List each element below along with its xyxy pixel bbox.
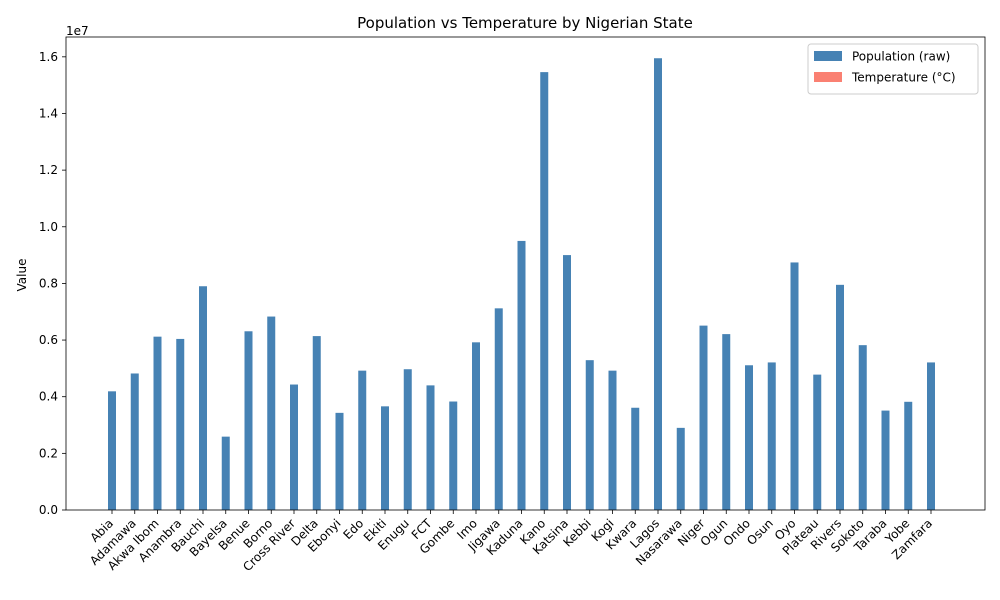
population-bar <box>836 284 844 510</box>
population-bar <box>699 325 708 510</box>
population-bar <box>244 331 253 510</box>
y-tick-label: 1.2 <box>39 163 58 177</box>
population-bar <box>608 370 617 510</box>
population-bar <box>312 336 321 510</box>
y-axis-label: Value <box>15 259 29 292</box>
legend-box <box>807 43 979 95</box>
population-bar <box>540 72 549 510</box>
legend-swatch <box>814 72 842 82</box>
population-bar <box>267 316 276 510</box>
y-tick-label: 1.4 <box>39 106 58 120</box>
population-bar <box>745 365 753 510</box>
population-bar <box>654 58 662 510</box>
population-bar <box>494 308 503 510</box>
population-bar <box>108 391 116 510</box>
legend-label: Population (raw) <box>852 50 950 64</box>
population-bar <box>881 410 890 510</box>
population-bar <box>381 406 389 510</box>
y-tick-label: 0.6 <box>39 333 58 347</box>
population-bar <box>858 345 867 510</box>
population-bar <box>722 334 731 510</box>
population-bar <box>563 255 571 510</box>
population-bar <box>290 384 298 510</box>
population-bar <box>585 360 594 510</box>
population-bar <box>403 369 412 510</box>
population-bar <box>176 338 185 510</box>
population-bar <box>631 407 640 510</box>
y-tick-label: 0.8 <box>39 276 58 290</box>
population-bar <box>153 336 162 510</box>
population-bar <box>790 262 799 510</box>
chart-title: Population vs Temperature by Nigerian St… <box>357 14 693 32</box>
population-bar <box>335 412 344 510</box>
population-bar <box>813 374 822 510</box>
population-bar <box>767 362 776 510</box>
population-bar <box>221 436 230 510</box>
population-bar <box>676 427 685 510</box>
y-tick-label: 1.0 <box>39 220 58 234</box>
y-tick-label: 0.2 <box>39 446 58 460</box>
population-bar <box>358 370 367 510</box>
population-bar <box>927 362 935 510</box>
legend-swatch <box>814 51 842 61</box>
population-bar <box>517 240 526 510</box>
population-bar <box>426 385 435 510</box>
legend: Population (raw) Temperature (°C) <box>807 43 979 95</box>
population-bar <box>199 286 207 510</box>
offset-label: 1e7 <box>66 24 89 38</box>
population-bar <box>449 401 458 510</box>
population-bar <box>904 401 913 510</box>
axes-frame <box>65 36 986 511</box>
population-bar <box>472 342 480 510</box>
population-bar <box>130 373 139 510</box>
y-tick-label: 0.0 <box>39 503 58 517</box>
y-tick-label: 1.6 <box>39 50 58 64</box>
legend-label: Temperature (°C) <box>851 71 956 85</box>
y-tick-label: 0.4 <box>39 390 58 404</box>
